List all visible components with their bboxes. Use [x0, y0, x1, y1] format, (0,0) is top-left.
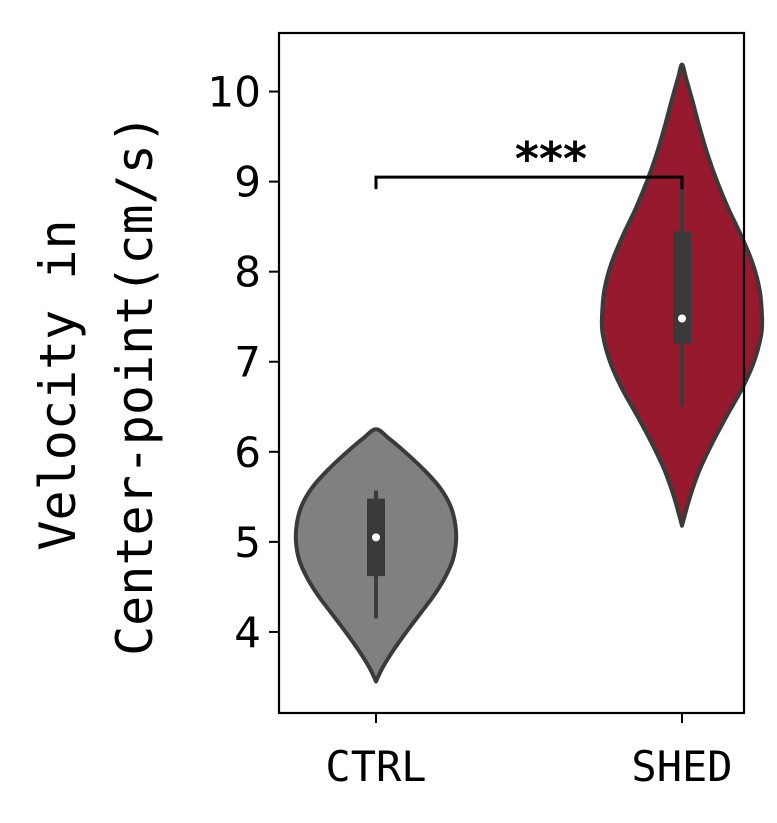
violin-ctrl: [293, 427, 459, 684]
violin-median-ctrl: [372, 533, 380, 542]
significance-label: ***: [515, 132, 587, 186]
y-tick-label-4: 4: [234, 608, 261, 657]
y-axis-label-line-1: Velocity in: [29, 219, 87, 550]
y-tick-label-7: 7: [234, 338, 261, 387]
x-tick-label-shed: SHED: [631, 742, 732, 791]
violin-median-shed: [678, 314, 686, 323]
significance-bracket: [374, 175, 684, 190]
violin-box-shed: [673, 231, 691, 344]
y-tick-label-5: 5: [234, 518, 261, 567]
y-tick-label-9: 9: [234, 158, 261, 207]
y-axis-label: Velocity in Center-point(cm/s): [29, 114, 164, 656]
y-tick-label-10: 10: [208, 68, 261, 117]
plot-frame: [277, 31, 746, 715]
y-tick-label-8: 8: [234, 248, 261, 297]
violins-layer: [293, 62, 765, 684]
y-axis-label-line-2: Center-point(cm/s): [106, 114, 164, 656]
y-axis: 4 5 6 7 8 9 10: [208, 68, 279, 657]
x-tick-label-ctrl: CTRL: [325, 742, 426, 791]
significance-annotation: ***: [374, 132, 684, 190]
y-tick-label-6: 6: [234, 428, 261, 477]
violin-shed: [599, 62, 765, 528]
x-axis: CTRL SHED: [325, 713, 733, 791]
